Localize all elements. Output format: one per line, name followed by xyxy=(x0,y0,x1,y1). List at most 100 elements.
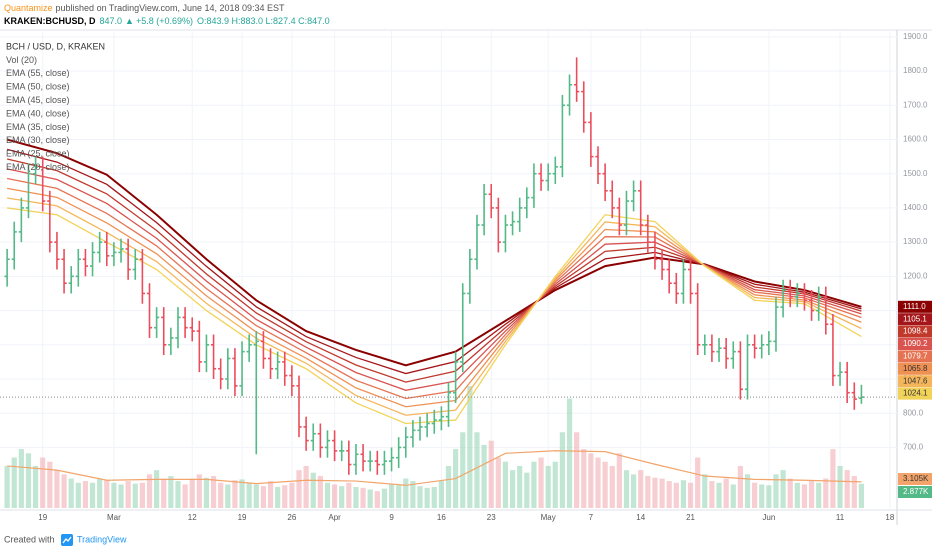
ema-value-label: 1047.6 xyxy=(903,376,928,385)
x-tick-label: Apr xyxy=(328,513,341,522)
volume-bar xyxy=(680,480,687,508)
volume-bar xyxy=(837,465,843,508)
volume-bar xyxy=(687,482,694,508)
volume-bar xyxy=(374,491,380,508)
ema-value-label: 1024.1 xyxy=(903,389,928,398)
y-tick-label: 1400.0 xyxy=(903,203,928,212)
volume-bar xyxy=(132,483,138,508)
legend-entry: EMA (25, close) xyxy=(6,149,70,159)
legend-entry: EMA (50, close) xyxy=(6,82,70,92)
volume-bar xyxy=(773,474,779,508)
volume-bar xyxy=(552,461,558,508)
volume-bar xyxy=(410,481,416,508)
y-tick-label: 1500.0 xyxy=(903,169,928,178)
legend-entry: EMA (20, close) xyxy=(6,162,70,172)
volume-bar xyxy=(310,472,316,508)
volume-bar xyxy=(417,486,423,508)
x-tick-label: 21 xyxy=(686,513,695,522)
legend-entry: BCH / USD, D, KRAKEN xyxy=(6,41,105,51)
change-arrow: ▲ xyxy=(125,16,134,26)
publish-line: Quantamize published on TradingView.com, … xyxy=(4,3,285,13)
x-tick-label: 23 xyxy=(487,513,496,522)
legend-entry: Vol (20) xyxy=(6,55,37,65)
volume-bar xyxy=(331,484,338,508)
volume-bar xyxy=(32,465,39,508)
tradingview-logo[interactable]: TradingView xyxy=(61,534,127,546)
x-tick-label: 16 xyxy=(437,513,446,522)
volume-bar xyxy=(89,482,96,508)
volume-bar xyxy=(816,482,822,508)
volume-bar xyxy=(47,461,53,508)
ema-value-label: 1111.0 xyxy=(903,302,926,311)
volume-bar xyxy=(531,461,537,508)
volume-bar xyxy=(218,482,224,508)
legend-entry: EMA (30, close) xyxy=(6,135,70,145)
volume-bar xyxy=(267,481,274,508)
author[interactable]: Quantamize xyxy=(4,3,53,13)
volume-bar xyxy=(609,465,615,508)
volume-bar xyxy=(737,465,743,508)
ema-value-box xyxy=(898,375,932,388)
volume-bar xyxy=(339,486,345,508)
volume-bar xyxy=(346,482,352,508)
ema-line xyxy=(7,207,862,425)
x-tick-label: Mar xyxy=(107,513,121,522)
volume-bar xyxy=(381,488,388,508)
volume-bar xyxy=(239,479,245,508)
volume-bar xyxy=(431,486,437,508)
volume-box xyxy=(898,486,932,498)
volume-bar xyxy=(467,386,473,508)
legend-entry: EMA (40, close) xyxy=(6,108,70,118)
volume-bar xyxy=(104,480,110,508)
volume-bar xyxy=(438,481,444,508)
volume-bar xyxy=(289,482,295,508)
volume-bar xyxy=(303,465,309,508)
volume-bar xyxy=(602,461,608,508)
y-tick-label: 1800.0 xyxy=(903,66,928,75)
volume-bar xyxy=(858,483,865,508)
volume-bar xyxy=(360,487,366,508)
x-tick-label: 9 xyxy=(389,513,394,522)
volume-bar xyxy=(61,474,67,508)
volume-bar xyxy=(445,465,452,508)
volume-bar xyxy=(752,482,758,508)
volume-bar xyxy=(495,457,501,508)
volume-bar xyxy=(709,481,715,508)
volume-bar xyxy=(830,449,836,508)
volume-bar xyxy=(154,470,160,508)
volume-bar xyxy=(97,478,103,508)
volume-bar xyxy=(616,453,622,508)
volume-bar xyxy=(75,482,81,508)
symbol-line: KRAKEN:BCHUSD, D 847.0 ▲ +5.8 (+0.69%) O:843… xyxy=(4,16,330,26)
volume-bar xyxy=(559,432,566,508)
ema-value-label: 1098.4 xyxy=(903,327,928,336)
volume-bar xyxy=(353,486,359,508)
last-price: 847.0 xyxy=(100,16,123,26)
volume-bar xyxy=(68,478,74,508)
volume-bar xyxy=(403,478,409,508)
volume-bar xyxy=(118,484,124,508)
y-tick-label: 800.0 xyxy=(903,408,924,417)
volume-bar xyxy=(666,481,672,508)
ema-value-box xyxy=(898,338,932,351)
ema-value-label: 1090.2 xyxy=(903,339,928,348)
volume-bar xyxy=(367,489,373,508)
brand[interactable]: TradingView xyxy=(77,534,127,544)
volume-bar xyxy=(794,482,800,508)
volume-bar xyxy=(801,484,808,508)
published: published on TradingView.com, June 14, 2… xyxy=(56,3,285,13)
volume-ma-line xyxy=(7,450,862,486)
volume-bar xyxy=(424,487,430,508)
ema-value-label: 1065.8 xyxy=(903,364,928,373)
volume-bar xyxy=(787,478,793,508)
logo-glyph xyxy=(62,536,72,544)
ema-value-box xyxy=(898,325,932,338)
volume-bar xyxy=(673,482,679,508)
x-tick-label: Jun xyxy=(762,513,775,522)
volume-bar xyxy=(161,478,167,508)
volume-ma-label: 3.105K xyxy=(903,474,929,483)
volume-bar xyxy=(488,440,494,508)
y-tick-label: 1700.0 xyxy=(903,100,928,109)
plot-layer: 700.0800.0900.01000.01100.01200.01300.01… xyxy=(0,30,932,522)
ema-value-box xyxy=(898,362,932,375)
